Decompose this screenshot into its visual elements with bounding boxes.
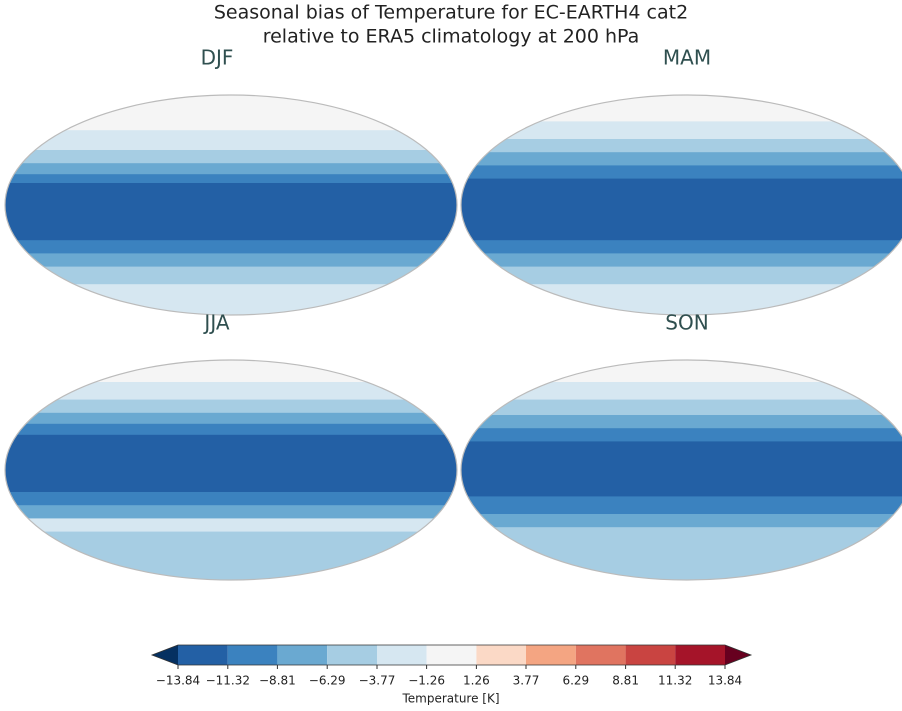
colorbar-tick-label: −8.81 <box>259 674 296 688</box>
colorbar-segment <box>625 645 676 665</box>
map-border <box>460 94 902 316</box>
colorbar-segment <box>476 645 527 665</box>
colorbar-tick-label: 11.32 <box>658 674 692 688</box>
colorbar-tick-label: 13.84 <box>708 674 742 688</box>
map-band <box>5 412 457 425</box>
map-band <box>5 130 457 151</box>
map-band <box>461 152 902 166</box>
map-band <box>461 253 902 268</box>
panel-title: DJF <box>201 46 234 70</box>
map-band <box>5 163 457 175</box>
map-band <box>5 360 457 383</box>
map-band <box>461 165 902 180</box>
colorbar-tick-label: −13.84 <box>156 674 200 688</box>
colorbar-segment <box>675 645 725 665</box>
map-band <box>5 253 457 268</box>
panel-title: MAM <box>663 46 711 70</box>
map-band <box>461 266 902 285</box>
map-band <box>461 121 902 140</box>
panel-title: JJA <box>202 311 229 335</box>
map-band <box>461 360 902 383</box>
colorbar-tick-label: 8.81 <box>612 674 639 688</box>
map-band <box>5 399 457 414</box>
panel-title: SON <box>665 311 708 335</box>
map-band <box>461 441 902 497</box>
map-band <box>461 95 902 122</box>
map-band <box>461 382 902 401</box>
colorbar-tick-label: 3.77 <box>513 674 540 688</box>
colorbar-tick-label: −1.26 <box>408 674 445 688</box>
map-border <box>4 94 458 316</box>
map-band <box>461 178 902 241</box>
map-band <box>461 496 902 515</box>
map-band <box>5 284 457 315</box>
map-panel <box>5 360 457 580</box>
colorbar-tick-label: 6.29 <box>562 674 589 688</box>
colorbar-tick-label: −3.77 <box>359 674 396 688</box>
map-band <box>5 434 457 493</box>
map-band <box>5 174 457 184</box>
title-line: Seasonal bias of Temperature for EC-EART… <box>214 2 688 24</box>
colorbar-tick-label: −11.32 <box>206 674 250 688</box>
map-band <box>5 505 457 519</box>
map-band <box>5 492 457 506</box>
map-band <box>461 415 902 429</box>
map-band <box>461 139 902 153</box>
map-band <box>5 183 457 241</box>
colorbar-under <box>152 645 178 665</box>
map-band <box>461 514 902 528</box>
map-band <box>5 266 457 285</box>
map-band <box>5 423 457 436</box>
colorbar-segment <box>426 645 477 665</box>
colorbar-segment <box>178 645 228 665</box>
map-border <box>460 359 902 581</box>
colorbar-tick-label: −6.29 <box>309 674 346 688</box>
map-border <box>4 359 458 581</box>
map-band <box>5 240 457 254</box>
map-band <box>5 150 457 164</box>
map-band <box>5 518 457 533</box>
colorbar-segment <box>277 645 328 665</box>
colorbar-label: Temperature [K] <box>401 692 499 706</box>
colorbar-segment <box>227 645 278 665</box>
map-band <box>5 531 457 580</box>
colorbar-segment <box>575 645 626 665</box>
map-panel <box>5 95 457 315</box>
map-band <box>461 527 902 580</box>
colorbar-tick-label: 1.26 <box>463 674 490 688</box>
colorbar-segment <box>376 645 427 665</box>
map-band <box>461 428 902 442</box>
title-line: relative to ERA5 climatology at 200 hPa <box>263 26 640 48</box>
colorbar-over <box>725 645 751 665</box>
map-band <box>5 95 457 131</box>
colorbar-segment <box>327 645 377 665</box>
map-band <box>461 399 902 416</box>
map-band <box>461 240 902 254</box>
colorbar-segment <box>526 645 576 665</box>
map-band <box>5 382 457 401</box>
